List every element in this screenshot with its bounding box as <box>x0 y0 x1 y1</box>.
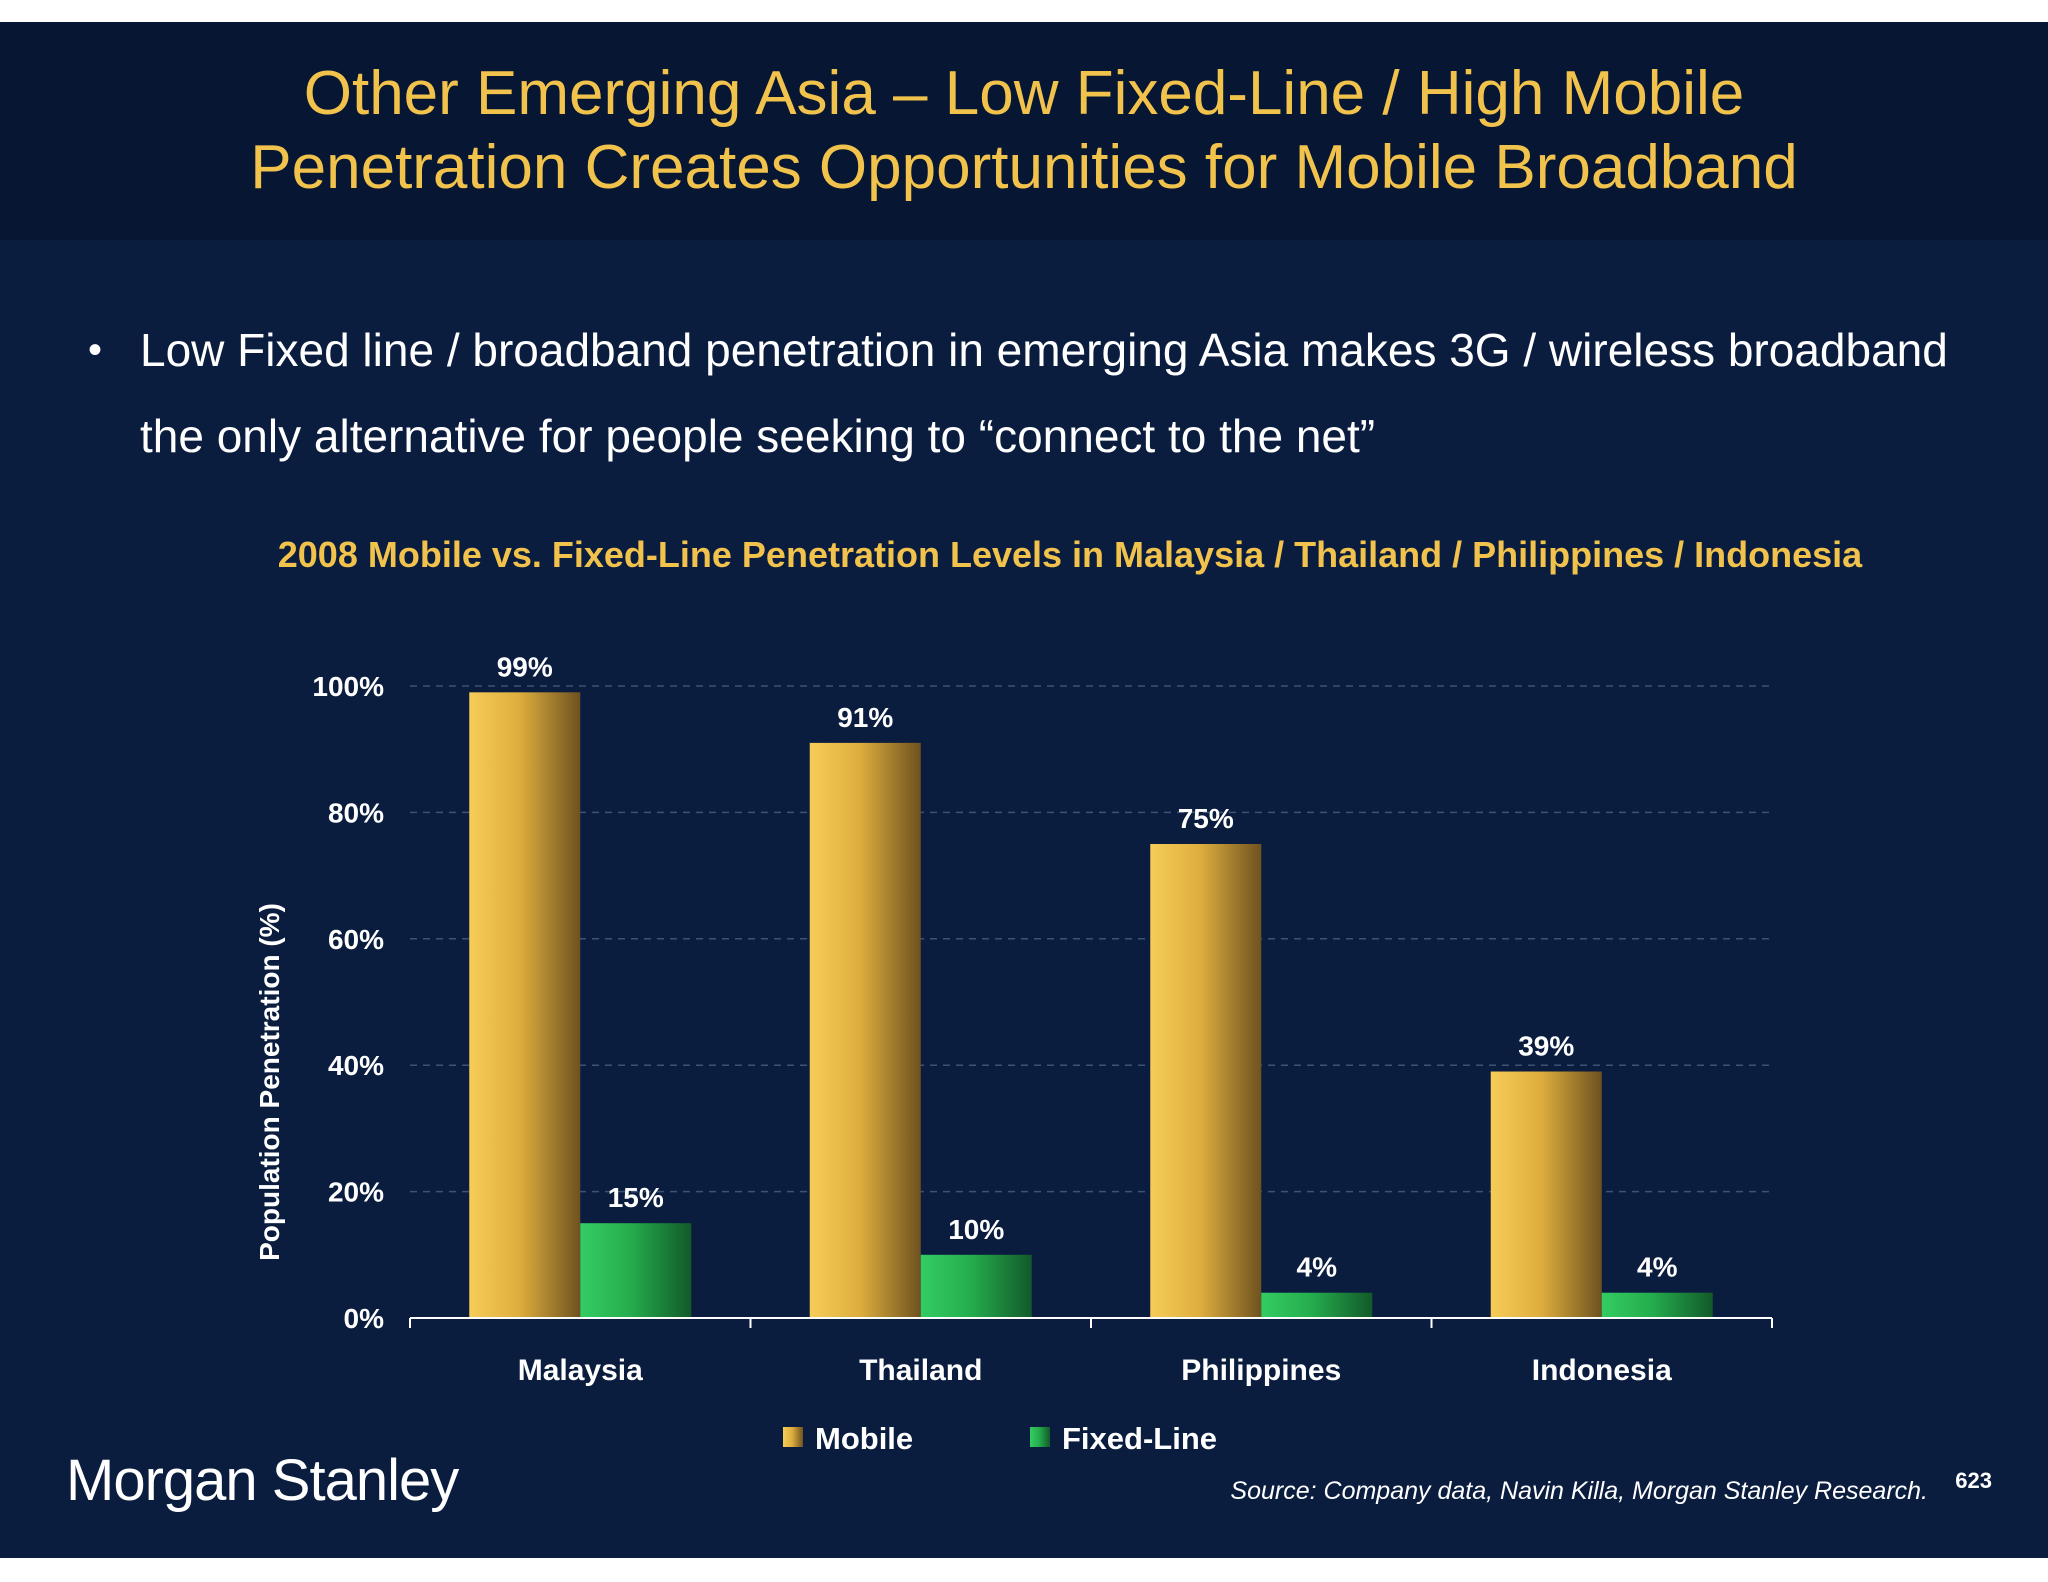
data-label: 75% <box>1178 803 1234 834</box>
y-tick-label: 0% <box>344 1303 385 1334</box>
x-tick-label: Indonesia <box>1532 1354 1672 1387</box>
legend-label: Fixed-Line <box>1062 1421 1217 1456</box>
y-tick-label: 100% <box>312 671 384 702</box>
y-tick-label: 80% <box>328 797 384 828</box>
legend-swatch <box>783 1427 803 1447</box>
mobile-bar <box>1490 1071 1602 1318</box>
slide-title-line1: Other Emerging Asia – Low Fixed-Line / H… <box>303 59 1745 128</box>
fixed-line-bar <box>1601 1292 1713 1318</box>
data-label: 15% <box>608 1182 664 1213</box>
fixed-line-bar <box>580 1223 692 1318</box>
slide: Other Emerging Asia – Low Fixed-Line / H… <box>0 22 2048 1558</box>
bullet-text: Low Fixed line / broadband penetration i… <box>140 324 1948 462</box>
morgan-stanley-logo: Morgan Stanley <box>66 1448 459 1513</box>
y-axis-label: Population Penetration (%) <box>254 903 285 1261</box>
y-tick-label: 40% <box>328 1050 384 1081</box>
axes: 0% 20% 40% 60% 80% 100% Malaysia Thailand Philip… <box>312 671 1773 1387</box>
slide-title-line2: Penetration Creates Opportunities for Mo… <box>250 133 1798 202</box>
mobile-bar <box>469 692 581 1318</box>
chart-title: 2008 Mobile vs. Fixed-Line Penetration L… <box>277 534 1863 575</box>
bars: 99% 15% 91% 10% 75% 4% 39% 4% <box>469 651 1713 1318</box>
mobile-bar <box>809 742 921 1318</box>
x-tick-label: Thailand <box>859 1354 982 1387</box>
legend-swatch <box>1030 1427 1050 1447</box>
page-number: 623 <box>1955 1468 1992 1493</box>
data-label: 91% <box>837 702 893 733</box>
x-tick-label: Philippines <box>1181 1354 1341 1387</box>
chart-legend: Mobile Fixed-Line <box>783 1421 1217 1456</box>
source-note: Source: Company data, Navin Killa, Morga… <box>1230 1477 1928 1505</box>
x-tick-label: Malaysia <box>518 1354 643 1387</box>
fixed-line-bar <box>1261 1292 1373 1318</box>
bar-chart: 99% 15% 91% 10% 75% 4% 39% 4% 0% 20% 40% 60% 80% 100… <box>254 651 1773 1456</box>
mobile-bar <box>1150 844 1262 1318</box>
slide-title: Other Emerging Asia – Low Fixed-Line / H… <box>74 57 1974 205</box>
y-tick-label: 60% <box>328 924 384 955</box>
fixed-line-bar <box>920 1254 1032 1318</box>
y-tick-label: 20% <box>328 1177 384 1208</box>
bullet-point: • Low Fixed line / broadband penetration… <box>88 307 1968 479</box>
data-label: 39% <box>1518 1031 1574 1062</box>
data-label: 99% <box>497 651 553 682</box>
gridlines <box>410 685 1772 1193</box>
bullet-icon: • <box>88 328 103 372</box>
legend-label: Mobile <box>815 1421 913 1456</box>
slide-header: Other Emerging Asia – Low Fixed-Line / H… <box>0 22 2048 240</box>
data-label: 10% <box>948 1214 1004 1245</box>
data-label: 4% <box>1297 1252 1338 1283</box>
data-label: 4% <box>1637 1252 1678 1283</box>
